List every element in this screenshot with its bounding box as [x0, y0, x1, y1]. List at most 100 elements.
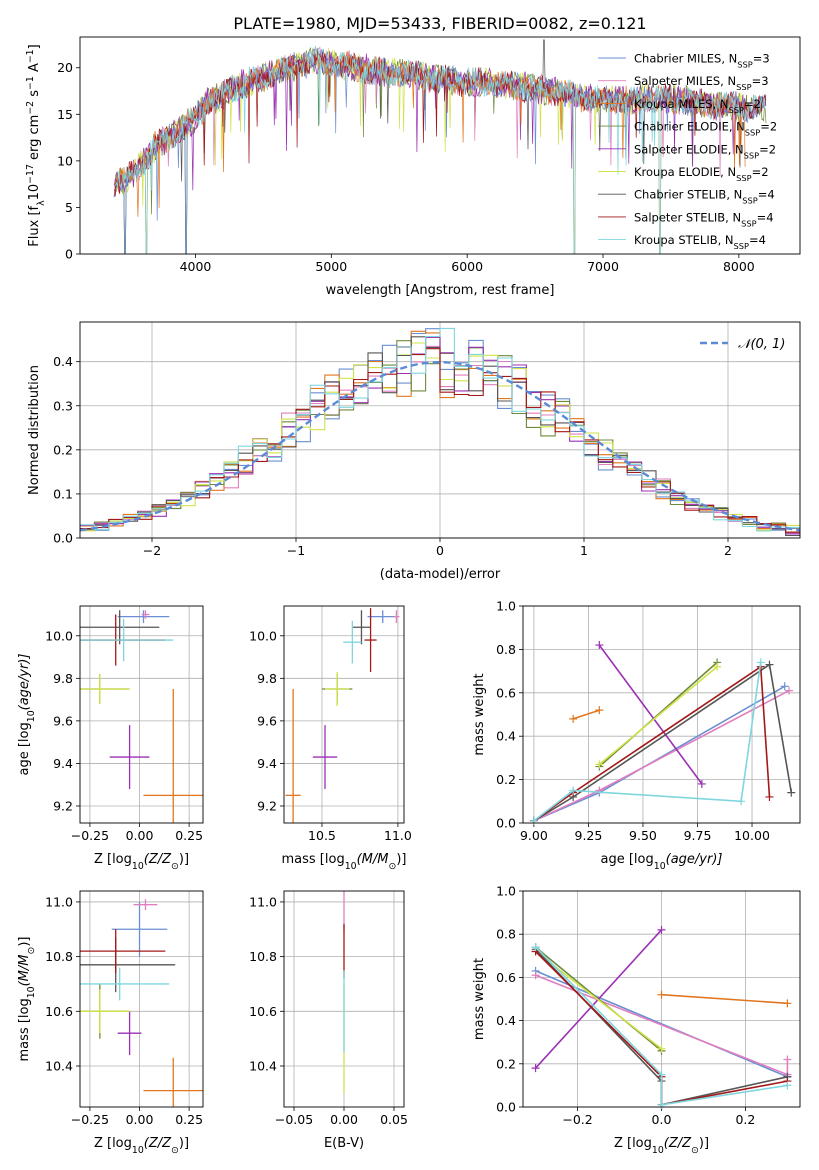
x-tick-label: 4000 — [180, 259, 212, 274]
weight-marker — [657, 1070, 666, 1079]
x-axis-label: Z [log10(Z/Z⊙)] — [94, 852, 189, 872]
x-tick-label: 0.00 — [126, 1112, 154, 1127]
figure-title: PLATE=1980, MJD=53433, FIBERID=0082, z=0… — [233, 14, 646, 33]
y-tick-label: 9.8 — [53, 671, 73, 686]
y-tick-label: 0.4 — [496, 729, 516, 744]
y-tick-label: 0.8 — [496, 642, 516, 657]
y-tick-label: 10.8 — [45, 949, 73, 964]
y-axis-label: mass weight — [472, 958, 487, 1040]
y-tick-label: 10.6 — [45, 1004, 73, 1019]
x-axis-label: (data-model)/error — [380, 567, 501, 582]
x-axis-label: wavelength [Angstrom, rest frame] — [326, 283, 555, 298]
y-tick-label: 11.0 — [249, 894, 277, 909]
legend-entry: Salpeter MILES, NSSP=3 — [634, 74, 769, 92]
x-tick-label: 9.25 — [575, 828, 603, 843]
weight-marker — [595, 760, 604, 769]
y-tick-label: 10.8 — [249, 949, 277, 964]
histogram-step — [80, 346, 800, 533]
residuals-panel: −2 −1 0 1 2 0.0 0.1 0.2 0.3 0.4 (data-model)/error… — [27, 321, 801, 582]
x-axis-label: E(B-V) — [324, 1136, 364, 1151]
y-tick-label: 10.0 — [249, 628, 277, 643]
y-axis-label: Normed distribution — [27, 365, 42, 495]
y-axis-label: Flux [fλ10−17 erg cm−2 s−1 A−1] — [25, 44, 47, 246]
weight-marker — [529, 816, 538, 825]
histogram-step — [80, 336, 800, 535]
y-tick-label: 9.4 — [53, 756, 73, 771]
weight-marker — [765, 660, 774, 669]
x-tick-label: 1 — [580, 543, 588, 558]
x-tick-label: 0.25 — [175, 1112, 203, 1127]
error-bars — [80, 899, 203, 1107]
weight-line — [533, 662, 762, 822]
axes-frame — [79, 321, 801, 539]
y-tick-label: 9.4 — [257, 756, 277, 771]
weight-marker — [780, 682, 789, 691]
y-tick-label: 9.8 — [257, 671, 277, 686]
spectrum-panel: 4000 5000 6000 7000 8000 0 5 10 15 20 wavelength [… — [25, 36, 801, 298]
weight-marker — [783, 1081, 792, 1090]
error-bar-point — [80, 967, 170, 1001]
error-bar-point — [80, 674, 130, 704]
y-tick-label: 5 — [65, 200, 73, 215]
error-bar-point — [111, 901, 168, 957]
y-tick-label: 10.6 — [249, 1004, 277, 1019]
y-tick-label: 0.8 — [496, 927, 516, 942]
y-axis-label: age [log10(age/yr)] — [17, 654, 37, 776]
weight-line — [572, 709, 600, 720]
error-bar-point — [133, 899, 158, 911]
x-axis-label: mass [log10(M/M⊙)] — [282, 852, 407, 872]
legend-entry: Chabrier ELODIE, NSSP=2 — [634, 120, 777, 138]
x-axis-label: Z [log10(Z/Z⊙)] — [614, 1136, 709, 1156]
x-tick-label: −0.25 — [71, 1112, 109, 1127]
y-tick-label: 0.1 — [53, 486, 73, 501]
legend-entry: Chabrier STELIB, NSSP=4 — [634, 188, 775, 206]
x-tick-label: 0.25 — [175, 828, 203, 843]
x-tick-label: 10.5 — [308, 828, 336, 843]
z-age-panel: −0.25 0.00 0.25 9.2 9.4 9.6 9.8 10.0 Z [log10(Z/… — [17, 605, 204, 872]
x-tick-label: 2 — [724, 543, 732, 558]
x-tick-label: 0 — [436, 543, 444, 558]
legend-entry: Salpeter ELODIE, NSSP=2 — [634, 142, 776, 160]
spectrum-line — [114, 45, 766, 254]
axes-frame — [283, 605, 405, 824]
y-tick-label: 15 — [57, 107, 73, 122]
normal-reference-curve — [79, 360, 801, 532]
y-tick-label: 0.0 — [496, 1100, 516, 1115]
error-bar-point — [80, 989, 130, 1034]
age-weight-panel: 9.00 9.25 9.50 9.75 10.00 0.0 0.2 0.4 0.6 0.8 1.0 a… — [472, 599, 801, 872]
x-tick-label: 9.75 — [684, 828, 712, 843]
error-bar-point — [393, 610, 400, 624]
y-tick-label: 11.0 — [45, 894, 73, 909]
error-bar-point — [325, 671, 350, 706]
error-bar-point — [80, 929, 166, 974]
weight-marker — [783, 999, 792, 1008]
y-tick-label: 20 — [57, 60, 73, 75]
x-tick-label: 9.50 — [629, 828, 657, 843]
error-bar-point — [343, 620, 362, 664]
error-bar-point — [117, 610, 170, 624]
weight-line — [598, 661, 718, 768]
weight-marker — [595, 641, 604, 650]
weight-marker — [783, 1055, 792, 1064]
x-tick-label: 7000 — [587, 259, 619, 274]
error-bar-point — [367, 610, 398, 624]
weight-marker — [569, 714, 578, 723]
y-tick-label: 10.4 — [249, 1058, 277, 1073]
axes-frame — [522, 605, 801, 824]
weight-line — [598, 666, 718, 766]
x-tick-label: 11.0 — [384, 828, 412, 843]
weight-marker — [787, 788, 796, 797]
weight-line — [533, 689, 790, 822]
weight-marker — [697, 779, 706, 788]
weight-line — [533, 663, 793, 822]
weight-line — [535, 946, 788, 1106]
x-tick-label: 0.00 — [330, 1112, 358, 1127]
x-tick-label: −0.2 — [562, 1112, 592, 1127]
y-tick-label: 10.4 — [45, 1058, 73, 1073]
error-bar-point — [312, 725, 338, 789]
weight-marker — [756, 658, 765, 667]
y-tick-label: 0.4 — [53, 354, 73, 369]
y-tick-label: 0.4 — [496, 1013, 516, 1028]
legend-entry: Chabrier MILES, NSSP=3 — [634, 52, 770, 70]
